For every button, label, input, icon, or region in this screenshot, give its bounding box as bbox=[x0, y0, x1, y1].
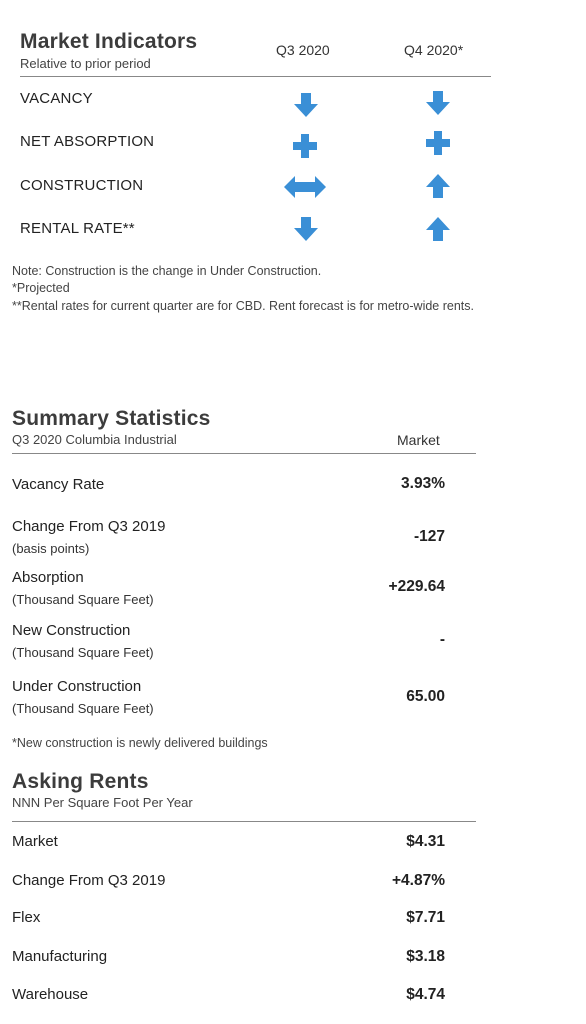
arrow-up-icon bbox=[426, 217, 450, 241]
stat-value-change: -127 bbox=[413, 528, 445, 545]
rent-value-flex: $7.71 bbox=[406, 909, 445, 926]
col-header-q4: Q4 2020* bbox=[404, 42, 464, 58]
stat-sub-absorption: (Thousand Square Feet) bbox=[12, 592, 154, 607]
arrow-down-icon bbox=[294, 217, 318, 241]
divider bbox=[20, 76, 491, 77]
rent-value-warehouse: $4.74 bbox=[406, 986, 445, 1003]
stat-sub-under-construction: (Thousand Square Feet) bbox=[12, 701, 154, 716]
stat-label-absorption: Absorption bbox=[12, 569, 84, 586]
divider bbox=[12, 821, 476, 822]
arrow-left-right-icon bbox=[284, 176, 326, 198]
rent-label-manufacturing: Manufacturing bbox=[12, 948, 108, 965]
stat-value-absorption: +229.64 bbox=[388, 578, 445, 595]
arrow-down-icon bbox=[426, 91, 450, 115]
stat-label-under-construction: Under Construction bbox=[12, 678, 142, 695]
stat-label-vacancy-rate: Vacancy Rate bbox=[12, 476, 105, 493]
indicator-label-vacancy: VACANCY bbox=[20, 90, 93, 107]
col-header-market: Market bbox=[397, 432, 440, 448]
rent-label-change: Change From Q3 2019 bbox=[12, 872, 166, 889]
rent-label-flex: Flex bbox=[12, 909, 41, 926]
rent-value-change: +4.87% bbox=[391, 872, 445, 889]
summary-title: Summary Statistics bbox=[12, 407, 211, 430]
rental-rate-note: **Rental rates for current quarter are f… bbox=[12, 299, 474, 313]
plus-icon bbox=[426, 131, 450, 155]
new-construction-note: *New construction is newly delivered bui… bbox=[12, 736, 268, 750]
col-header-q3: Q3 2020 bbox=[276, 42, 330, 58]
market-indicators-title: Market Indicators bbox=[20, 30, 198, 53]
projected-note: *Projected bbox=[12, 281, 70, 295]
arrow-up-icon bbox=[426, 174, 450, 198]
rents-title: Asking Rents bbox=[12, 770, 149, 793]
rent-value-market: $4.31 bbox=[406, 833, 445, 850]
rent-label-warehouse: Warehouse bbox=[12, 986, 89, 1003]
stat-value-vacancy-rate: 3.93% bbox=[401, 475, 445, 492]
rents-subtitle: NNN Per Square Foot Per Year bbox=[12, 795, 193, 810]
stat-label-new-construction: New Construction bbox=[12, 622, 131, 639]
indicator-label-construction: CONSTRUCTION bbox=[20, 177, 144, 194]
indicator-note: Note: Construction is the change in Unde… bbox=[12, 264, 322, 278]
stat-label-change: Change From Q3 2019 bbox=[12, 518, 166, 535]
summary-subtitle: Q3 2020 Columbia Industrial bbox=[12, 432, 177, 447]
market-indicators-subtitle: Relative to prior period bbox=[20, 56, 151, 71]
stat-value-new-construction: - bbox=[439, 631, 445, 648]
arrow-down-icon bbox=[294, 93, 318, 117]
stat-sub-new-construction: (Thousand Square Feet) bbox=[12, 645, 154, 660]
stat-sub-change: (basis points) bbox=[12, 541, 90, 556]
plus-icon bbox=[293, 134, 317, 158]
rent-value-manufacturing: $3.18 bbox=[406, 948, 445, 965]
rent-label-market: Market bbox=[12, 833, 58, 850]
divider bbox=[12, 453, 476, 454]
indicator-label-rental-rate: RENTAL RATE** bbox=[20, 220, 135, 237]
indicator-label-net-absorption: NET ABSORPTION bbox=[20, 133, 155, 150]
stat-value-under-construction: 65.00 bbox=[406, 688, 445, 705]
